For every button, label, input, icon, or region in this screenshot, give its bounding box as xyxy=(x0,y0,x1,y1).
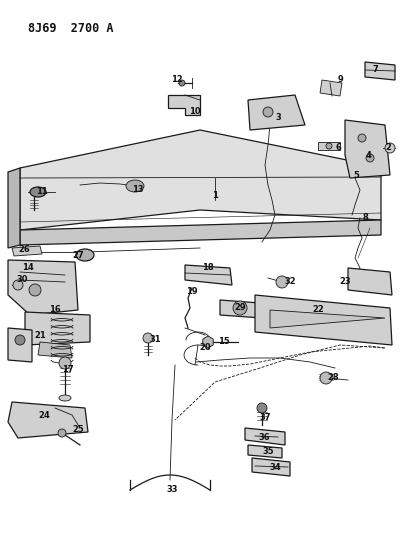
Polygon shape xyxy=(252,458,290,476)
Circle shape xyxy=(263,107,273,117)
Circle shape xyxy=(358,134,366,142)
Text: 12: 12 xyxy=(171,76,183,85)
Text: 27: 27 xyxy=(72,251,84,260)
Text: 31: 31 xyxy=(149,335,161,344)
Polygon shape xyxy=(365,62,395,80)
Polygon shape xyxy=(8,168,20,248)
Circle shape xyxy=(15,335,25,345)
Circle shape xyxy=(257,403,267,413)
Text: 11: 11 xyxy=(36,188,48,197)
Circle shape xyxy=(276,276,288,288)
Polygon shape xyxy=(318,142,340,150)
Circle shape xyxy=(179,80,185,86)
Polygon shape xyxy=(255,295,392,345)
Polygon shape xyxy=(25,312,90,345)
Text: 22: 22 xyxy=(312,305,324,314)
Text: 37: 37 xyxy=(259,414,271,423)
Circle shape xyxy=(58,429,66,437)
Text: 1: 1 xyxy=(212,190,218,199)
Text: 4: 4 xyxy=(365,150,371,159)
Ellipse shape xyxy=(59,395,71,401)
Text: 9: 9 xyxy=(337,76,343,85)
Polygon shape xyxy=(8,328,32,362)
Circle shape xyxy=(29,284,41,296)
Text: 8: 8 xyxy=(362,214,368,222)
Text: 20: 20 xyxy=(199,343,211,352)
Text: 32: 32 xyxy=(284,278,296,287)
Polygon shape xyxy=(8,402,88,438)
Polygon shape xyxy=(220,300,262,318)
Circle shape xyxy=(385,143,395,153)
Circle shape xyxy=(326,143,332,149)
Text: 21: 21 xyxy=(34,330,46,340)
Ellipse shape xyxy=(30,187,46,197)
Text: 2: 2 xyxy=(385,143,391,152)
Text: 16: 16 xyxy=(49,305,61,314)
Text: 10: 10 xyxy=(189,108,201,117)
Text: 25: 25 xyxy=(72,425,84,434)
Circle shape xyxy=(233,301,247,315)
Text: 29: 29 xyxy=(234,303,246,312)
Polygon shape xyxy=(20,130,381,230)
Text: 35: 35 xyxy=(262,448,274,456)
Polygon shape xyxy=(8,260,78,315)
Polygon shape xyxy=(168,95,200,115)
Text: 7: 7 xyxy=(372,66,378,75)
Text: 14: 14 xyxy=(22,263,34,272)
Circle shape xyxy=(143,333,153,343)
Text: 23: 23 xyxy=(339,278,351,287)
Circle shape xyxy=(320,372,332,384)
Polygon shape xyxy=(348,268,392,295)
Ellipse shape xyxy=(76,249,94,261)
Text: 6: 6 xyxy=(335,143,341,152)
Circle shape xyxy=(59,357,71,369)
Text: 34: 34 xyxy=(269,464,281,472)
Polygon shape xyxy=(185,265,232,285)
Polygon shape xyxy=(245,428,285,445)
Text: 30: 30 xyxy=(16,276,28,285)
Ellipse shape xyxy=(126,180,144,192)
Polygon shape xyxy=(320,80,342,96)
Polygon shape xyxy=(270,310,385,328)
Polygon shape xyxy=(20,220,381,245)
Text: 19: 19 xyxy=(186,287,198,296)
Text: 5: 5 xyxy=(353,171,359,180)
Text: 8J69  2700 A: 8J69 2700 A xyxy=(28,22,113,35)
Circle shape xyxy=(352,276,360,284)
Polygon shape xyxy=(12,246,42,256)
Text: 15: 15 xyxy=(218,337,230,346)
Polygon shape xyxy=(345,120,390,178)
Circle shape xyxy=(366,154,374,162)
Text: 36: 36 xyxy=(258,433,270,442)
Text: 18: 18 xyxy=(202,263,214,272)
Text: 24: 24 xyxy=(38,410,50,419)
Text: 28: 28 xyxy=(327,374,339,383)
Text: 3: 3 xyxy=(275,114,281,123)
Polygon shape xyxy=(248,95,305,130)
Text: 26: 26 xyxy=(18,246,30,254)
Polygon shape xyxy=(248,445,282,458)
Text: 33: 33 xyxy=(166,486,178,495)
Polygon shape xyxy=(38,342,72,358)
Text: 17: 17 xyxy=(62,366,74,375)
Circle shape xyxy=(13,280,23,290)
Text: 13: 13 xyxy=(132,185,144,195)
Circle shape xyxy=(203,337,213,347)
